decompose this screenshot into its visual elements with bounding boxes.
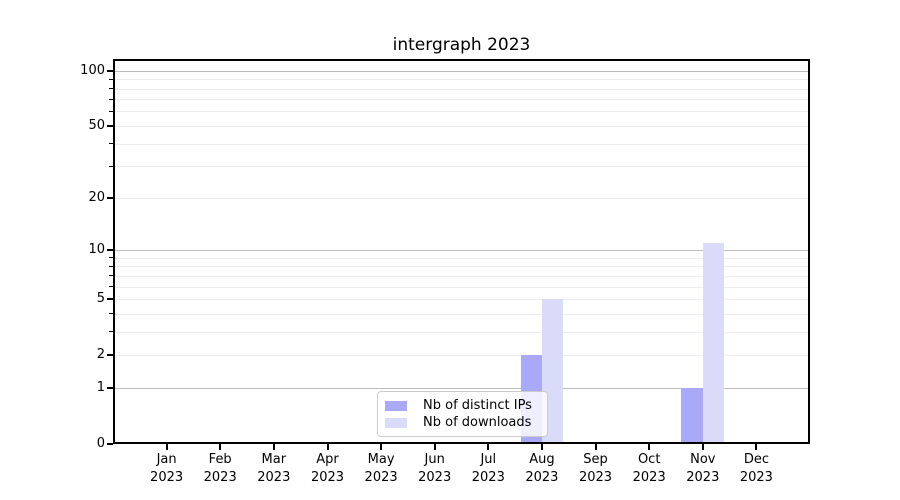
- y-tick-label-2: 2: [96, 347, 105, 363]
- x-tick-label-apr-2023: Apr 2023: [310, 452, 345, 485]
- gridline-minor-5: [113, 299, 810, 300]
- x-tick-jun-2023: [433, 444, 436, 450]
- y-tick-1: [107, 386, 113, 389]
- gridline-minor-4: [113, 313, 810, 315]
- y-tick-20: [107, 196, 113, 199]
- y-tick-label-100: 100: [80, 62, 105, 78]
- gridline-minor-9: [113, 257, 810, 259]
- gridline-minor-60: [113, 111, 810, 113]
- y-minor-tick-4: [109, 313, 113, 315]
- y-tick-50: [107, 124, 113, 127]
- x-tick-dec-2023: [755, 444, 758, 450]
- y-tick-5: [107, 298, 113, 300]
- y-tick-label-10: 10: [88, 242, 105, 257]
- legend-item-distinct-ips: Nb of distinct IPs: [385, 399, 538, 412]
- gridline-minor-7: [113, 275, 810, 277]
- legend-swatch-distinct-ips: [385, 400, 407, 411]
- y-tick-label-5: 5: [96, 291, 105, 306]
- legend-label-distinct-ips: Nb of distinct IPs: [423, 398, 532, 413]
- y-tick-label-50: 50: [88, 117, 105, 133]
- x-tick-label-may-2023: May 2023: [364, 452, 398, 485]
- gridline-minor-6: [113, 286, 810, 288]
- x-tick-may-2023: [380, 444, 383, 450]
- gridline-minor-40: [113, 143, 810, 145]
- gridline-major-100: [113, 70, 810, 72]
- x-tick-label-mar-2023: Mar 2023: [257, 452, 291, 485]
- gridline-minor-80: [113, 88, 810, 90]
- x-tick-label-jul-2023: Jul 2023: [471, 452, 505, 485]
- x-tick-aug-2023: [540, 444, 543, 450]
- gridline-minor-50: [113, 125, 810, 127]
- chart-title: intergraph 2023: [392, 35, 531, 55]
- gridline-minor-20: [113, 197, 810, 199]
- x-tick-label-oct-2023: Oct 2023: [632, 452, 666, 485]
- x-tick-label-jun-2023: Jun 2023: [418, 452, 452, 485]
- legend-label-downloads: Nb of downloads: [423, 415, 532, 430]
- y-minor-tick-7: [109, 275, 113, 277]
- x-tick-label-aug-2023: Aug 2023: [525, 452, 559, 485]
- y-minor-tick-8: [109, 265, 113, 267]
- x-tick-jan-2023: [165, 444, 168, 450]
- x-tick-jul-2023: [487, 444, 490, 450]
- y-tick-0: [107, 443, 113, 445]
- y-tick-2: [107, 354, 113, 357]
- y-tick-label-0: 0: [96, 436, 105, 451]
- gridline-minor-8: [113, 266, 810, 268]
- y-minor-tick-30: [109, 165, 113, 167]
- x-tick-label-feb-2023: Feb 2023: [203, 452, 237, 485]
- y-minor-tick-3: [109, 331, 113, 333]
- y-minor-tick-60: [109, 110, 113, 112]
- bar-nb-of-distinct-ips-nov-2023: [681, 387, 703, 444]
- gridline-minor-3: [113, 331, 810, 333]
- y-tick-100: [107, 69, 113, 72]
- legend: Nb of distinct IPs Nb of downloads: [377, 391, 548, 437]
- gridline-major-1: [113, 387, 810, 389]
- y-tick-label-20: 20: [88, 189, 105, 205]
- gridline-major-10: [113, 250, 810, 251]
- legend-item-downloads: Nb of downloads: [385, 416, 538, 429]
- gridline-minor-30: [113, 166, 810, 168]
- x-tick-oct-2023: [648, 444, 651, 450]
- x-tick-nov-2023: [701, 444, 704, 450]
- bar-nb-of-downloads-nov-2023: [702, 243, 725, 444]
- x-tick-label-jan-2023: Jan 2023: [150, 452, 184, 485]
- y-minor-tick-9: [109, 257, 113, 259]
- x-tick-label-sep-2023: Sep 2023: [578, 452, 613, 485]
- gridline-minor-90: [113, 79, 810, 81]
- gridline-minor-70: [113, 99, 810, 101]
- y-minor-tick-40: [109, 143, 113, 145]
- x-tick-sep-2023: [594, 444, 597, 450]
- x-tick-feb-2023: [219, 444, 222, 450]
- y-minor-tick-80: [109, 88, 113, 89]
- y-minor-tick-90: [109, 78, 113, 80]
- gridline-minor-2: [113, 355, 810, 357]
- y-tick-10: [107, 249, 113, 251]
- x-tick-mar-2023: [272, 444, 275, 450]
- x-tick-label-dec-2023: Dec 2023: [739, 452, 773, 485]
- y-tick-label-1: 1: [96, 379, 105, 395]
- y-minor-tick-70: [109, 98, 113, 100]
- x-tick-label-nov-2023: Nov 2023: [686, 452, 720, 485]
- y-minor-tick-6: [109, 286, 113, 288]
- x-tick-apr-2023: [326, 444, 329, 450]
- legend-swatch-downloads: [385, 417, 407, 428]
